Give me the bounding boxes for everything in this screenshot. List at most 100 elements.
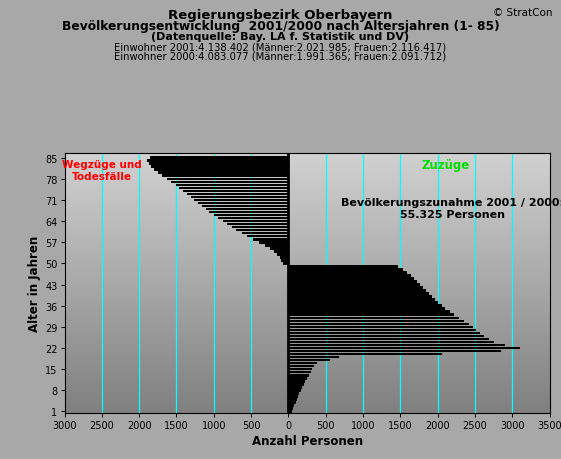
Bar bbox=[65, 335, 550, 336]
Bar bbox=[65, 197, 550, 198]
Bar bbox=[65, 339, 550, 340]
Bar bbox=[65, 364, 550, 365]
Bar bbox=[65, 233, 550, 234]
Bar bbox=[65, 170, 550, 171]
Bar bbox=[65, 211, 550, 212]
Bar bbox=[65, 410, 550, 411]
Bar bbox=[65, 310, 550, 311]
Bar bbox=[288, 323, 469, 325]
Bar bbox=[65, 228, 550, 229]
Bar bbox=[65, 347, 550, 348]
Bar bbox=[65, 366, 550, 367]
Bar bbox=[65, 222, 550, 223]
Bar bbox=[198, 202, 288, 205]
Bar bbox=[65, 261, 550, 262]
Bar bbox=[288, 269, 403, 271]
Bar bbox=[65, 219, 550, 220]
Bar bbox=[65, 312, 550, 313]
Bar bbox=[65, 379, 550, 380]
Bar bbox=[65, 396, 550, 397]
Bar bbox=[65, 245, 550, 246]
Bar bbox=[195, 199, 288, 202]
Bar bbox=[288, 278, 414, 280]
Bar bbox=[65, 173, 550, 174]
Bar bbox=[288, 344, 505, 347]
Bar bbox=[65, 195, 550, 196]
Bar bbox=[65, 218, 550, 219]
Bar bbox=[65, 156, 550, 157]
Bar bbox=[232, 226, 288, 229]
Bar bbox=[65, 254, 550, 255]
Bar bbox=[65, 299, 550, 300]
Bar bbox=[65, 346, 550, 347]
Bar bbox=[65, 303, 550, 304]
Bar bbox=[65, 250, 550, 251]
Bar bbox=[65, 212, 550, 213]
Bar bbox=[274, 251, 288, 253]
Bar bbox=[288, 371, 310, 374]
Bar bbox=[65, 349, 550, 350]
Bar bbox=[65, 354, 550, 355]
Bar bbox=[65, 256, 550, 257]
Bar bbox=[149, 163, 288, 166]
Bar bbox=[65, 403, 550, 404]
Bar bbox=[65, 246, 550, 247]
Bar bbox=[65, 359, 550, 360]
Bar bbox=[65, 402, 550, 403]
Text: Wegzüge und
Todesfälle: Wegzüge und Todesfälle bbox=[62, 160, 142, 181]
Bar bbox=[65, 383, 550, 384]
Bar bbox=[65, 412, 550, 413]
Bar bbox=[65, 209, 550, 210]
Bar bbox=[65, 317, 550, 318]
Bar bbox=[281, 259, 288, 262]
Bar bbox=[65, 387, 550, 388]
Bar bbox=[223, 220, 288, 223]
Bar bbox=[65, 248, 550, 249]
Bar bbox=[65, 306, 550, 307]
Bar bbox=[65, 290, 550, 291]
Bar bbox=[288, 320, 464, 322]
Bar bbox=[65, 401, 550, 402]
Bar bbox=[65, 191, 550, 192]
Bar bbox=[65, 311, 550, 312]
Bar bbox=[65, 288, 550, 289]
Bar bbox=[65, 231, 550, 232]
Bar bbox=[65, 374, 550, 375]
Bar bbox=[65, 370, 550, 371]
Bar bbox=[65, 167, 550, 168]
Bar bbox=[65, 155, 550, 156]
Bar bbox=[65, 189, 550, 190]
Bar bbox=[65, 239, 550, 240]
Bar bbox=[65, 162, 550, 163]
Bar bbox=[65, 325, 550, 326]
Bar bbox=[65, 377, 550, 378]
Bar bbox=[288, 374, 309, 377]
Bar bbox=[288, 284, 420, 286]
Bar bbox=[65, 382, 550, 383]
Bar bbox=[65, 395, 550, 396]
Bar bbox=[65, 183, 550, 184]
Bar bbox=[65, 400, 550, 401]
Bar bbox=[65, 235, 550, 236]
Bar bbox=[65, 320, 550, 321]
Bar bbox=[65, 224, 550, 225]
Bar bbox=[288, 280, 417, 283]
Bar bbox=[65, 200, 550, 201]
Bar bbox=[65, 178, 550, 179]
Bar bbox=[65, 220, 550, 221]
Bar bbox=[65, 313, 550, 314]
Bar bbox=[65, 378, 550, 379]
Bar bbox=[65, 182, 550, 183]
Bar bbox=[65, 265, 550, 266]
Bar bbox=[288, 365, 314, 368]
Bar bbox=[288, 305, 442, 308]
Bar bbox=[65, 194, 550, 195]
Bar bbox=[65, 185, 550, 186]
Text: (Datenquelle: Bay. LA f. Statistik und DV): (Datenquelle: Bay. LA f. Statistik und D… bbox=[151, 32, 410, 42]
Bar bbox=[65, 251, 550, 252]
Bar bbox=[65, 350, 550, 351]
Bar bbox=[65, 164, 550, 165]
Bar bbox=[65, 216, 550, 217]
Bar bbox=[65, 267, 550, 268]
Bar bbox=[65, 217, 550, 218]
